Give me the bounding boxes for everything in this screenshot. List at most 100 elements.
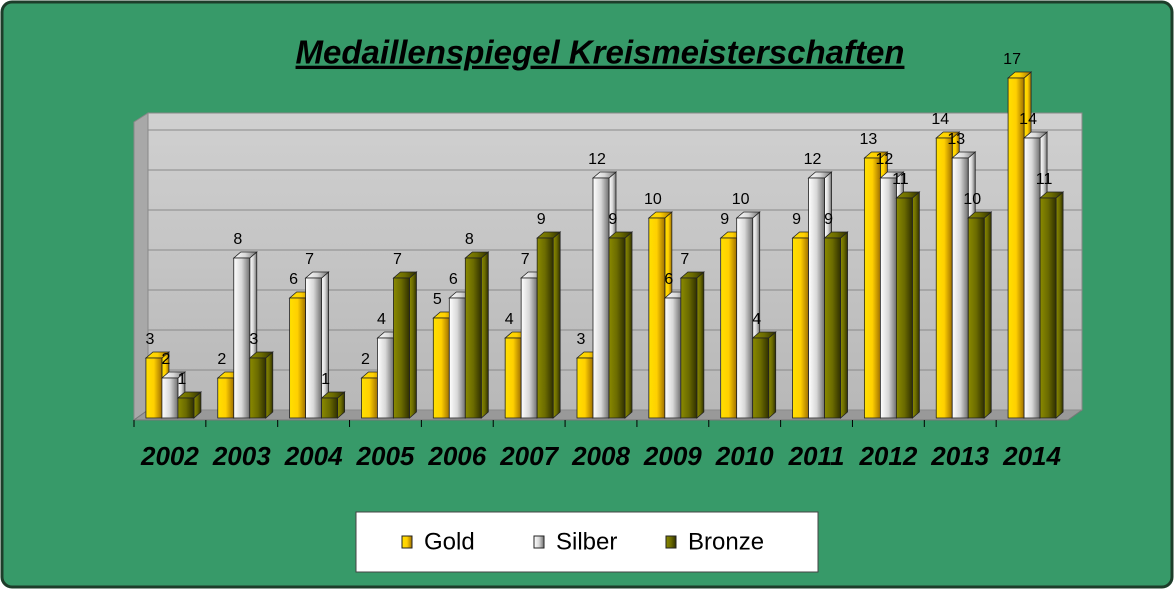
value-label: 10	[644, 191, 662, 208]
bar	[608, 237, 626, 419]
bar	[377, 337, 394, 419]
value-label: 9	[792, 211, 801, 228]
x-tick-label: 2003	[212, 441, 271, 471]
value-label: 11	[1036, 171, 1053, 188]
value-label: 3	[249, 331, 258, 348]
bar	[289, 297, 307, 419]
value-label: 5	[433, 291, 442, 308]
bar	[792, 237, 809, 419]
chart-title: Medaillenspiegel Kreismeisterschaften	[296, 34, 905, 71]
x-tick-label: 2005	[356, 441, 415, 471]
x-tick-label: 2010	[715, 441, 774, 471]
bar-side	[409, 271, 417, 419]
bar	[648, 217, 666, 419]
x-tick-label: 2009	[643, 441, 702, 471]
value-label: 13	[859, 131, 877, 148]
bar	[935, 137, 953, 419]
value-label: 3	[145, 331, 154, 348]
bar-side	[911, 191, 920, 419]
value-label: 2	[217, 351, 226, 368]
x-tick-label: 2004	[284, 441, 343, 471]
value-label: 9	[720, 211, 729, 228]
value-label: 17	[1003, 51, 1021, 68]
x-tick-label: 2006	[427, 441, 486, 471]
bar	[504, 337, 522, 419]
legend	[355, 511, 819, 573]
value-label: 13	[947, 131, 965, 148]
value-label: 12	[804, 151, 822, 168]
value-label: 1	[321, 371, 330, 388]
value-label: 4	[505, 311, 514, 328]
value-label: 2	[161, 351, 170, 368]
bar	[808, 177, 825, 419]
bar-side	[480, 251, 489, 419]
bar	[752, 337, 770, 419]
legend-swatch	[665, 535, 677, 549]
bar	[895, 197, 913, 419]
bar	[1007, 77, 1025, 419]
value-label: 12	[875, 151, 893, 168]
value-label: 8	[465, 231, 474, 248]
value-label: 1	[177, 371, 186, 388]
bar	[592, 177, 610, 419]
bar	[448, 297, 466, 419]
bar-side	[552, 231, 561, 419]
x-tick-label: 2014	[1002, 441, 1061, 471]
bar	[680, 277, 698, 419]
bar-side	[624, 231, 633, 419]
bar-side	[768, 331, 777, 419]
bar	[217, 377, 235, 419]
bar-side	[265, 351, 274, 419]
value-label: 11	[892, 171, 909, 188]
value-label: 7	[521, 251, 530, 268]
legend-label: Gold	[424, 528, 475, 555]
x-tick-label: 2012	[858, 441, 917, 471]
value-label: 6	[449, 271, 458, 288]
value-label: 4	[377, 311, 386, 328]
bar	[863, 157, 881, 419]
value-label: 7	[393, 251, 402, 268]
legend-label: Bronze	[688, 528, 764, 555]
bar	[305, 277, 323, 419]
bar	[879, 177, 897, 419]
bar	[720, 237, 738, 419]
value-label: 6	[664, 271, 673, 288]
value-label: 3	[577, 331, 586, 348]
bar	[520, 277, 538, 419]
value-label: 12	[588, 151, 606, 168]
x-tick-label: 2011	[788, 441, 845, 471]
value-label: 14	[931, 111, 949, 128]
value-label: 9	[537, 211, 546, 228]
bar	[393, 277, 410, 419]
bar	[361, 377, 378, 419]
value-label: 6	[289, 271, 298, 288]
x-tick-label: 2013	[930, 441, 989, 471]
bar-side	[1055, 191, 1064, 419]
value-label: 9	[609, 211, 618, 228]
legend-swatch	[401, 535, 413, 549]
bar	[249, 357, 267, 419]
value-label: 14	[1019, 111, 1037, 128]
value-label: 7	[305, 251, 314, 268]
bar	[967, 217, 985, 419]
bar	[464, 257, 482, 419]
bar	[432, 317, 450, 419]
legend-label: Silber	[556, 528, 617, 555]
bar-side	[696, 271, 705, 419]
bar	[1039, 197, 1057, 419]
bar	[576, 357, 594, 419]
value-label: 2	[361, 351, 370, 368]
legend-swatch	[533, 535, 545, 549]
bar	[161, 377, 179, 419]
value-label: 10	[963, 191, 981, 208]
bar	[736, 217, 754, 419]
value-label: 4	[752, 311, 761, 328]
value-label: 9	[824, 211, 833, 228]
value-label: 7	[680, 251, 689, 268]
bar	[536, 237, 554, 419]
bar	[824, 237, 841, 419]
bar-side	[840, 231, 848, 419]
value-label: 8	[233, 231, 242, 248]
